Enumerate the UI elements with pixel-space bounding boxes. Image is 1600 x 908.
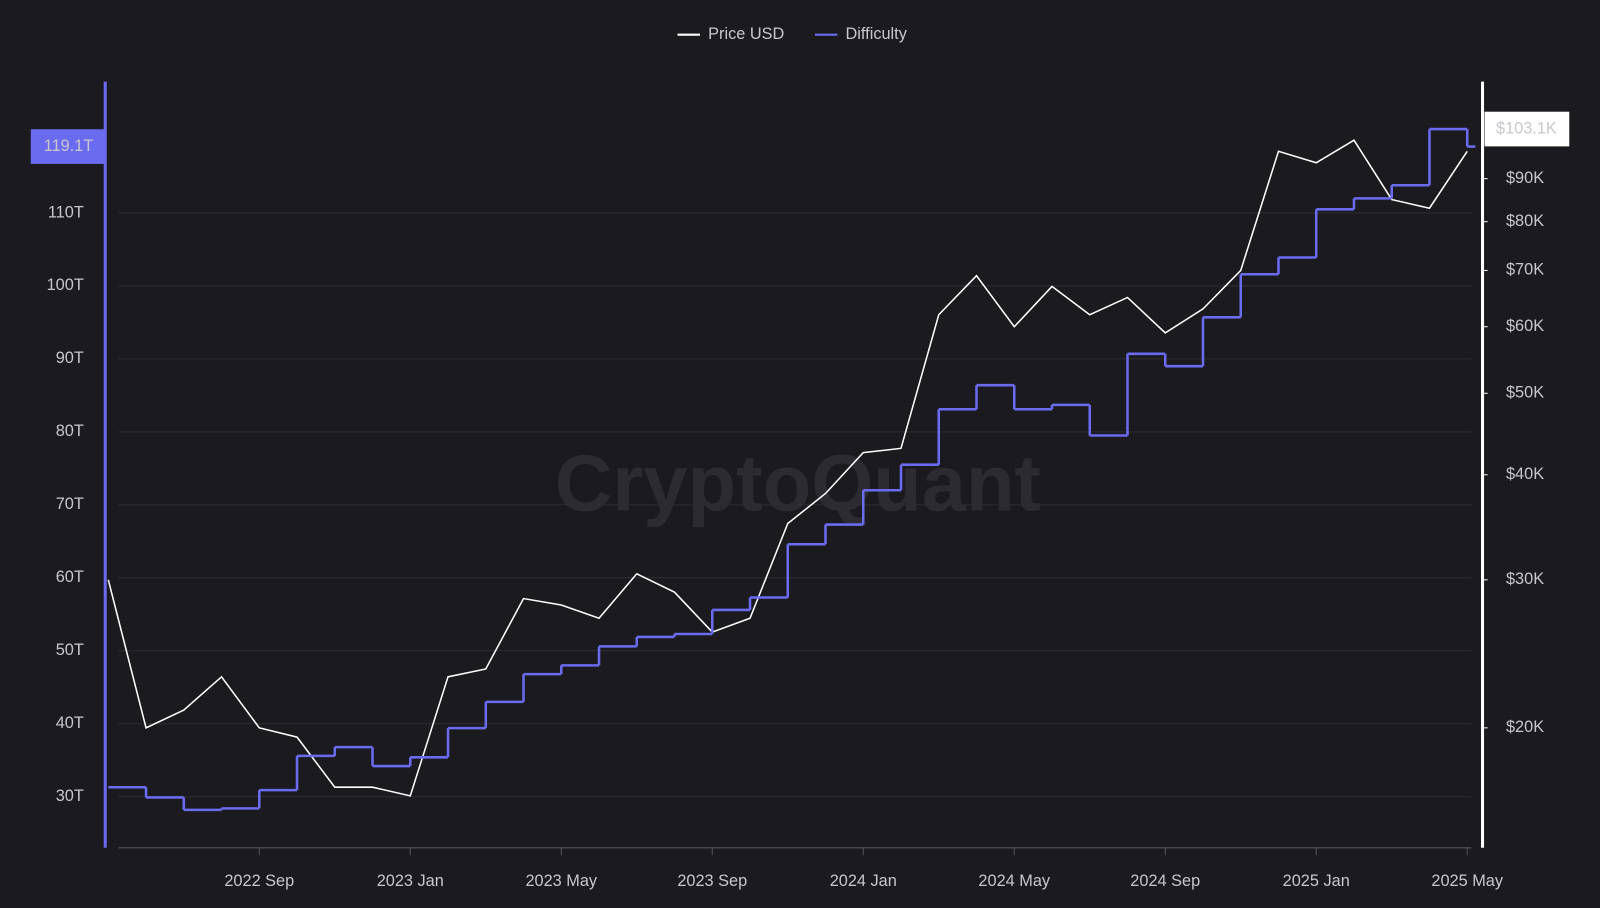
y-tick-label: 70T xyxy=(56,495,84,513)
y2-tick-label: $70K xyxy=(1506,261,1544,279)
y-tick-label: 90T xyxy=(56,349,84,367)
y-tick-label: 40T xyxy=(56,714,84,732)
x-tick-label: 2024 Jan xyxy=(830,872,897,890)
y-tick-label: 80T xyxy=(56,422,84,440)
x-tick-label: 2023 Jan xyxy=(377,872,444,890)
y2-tick-label: $40K xyxy=(1506,465,1544,483)
current-y2-badge xyxy=(1484,111,1570,147)
y-tick-label: 50T xyxy=(56,641,84,659)
y2-tick-label: $80K xyxy=(1506,212,1544,230)
x-tick-label: 2025 Jan xyxy=(1283,872,1350,890)
current-y-badge xyxy=(30,129,106,164)
y-tick-label: 100T xyxy=(47,276,84,294)
y2-tick-label: $90K xyxy=(1506,169,1544,187)
x-tick-label: 2024 Sep xyxy=(1130,872,1200,890)
y2-tick-label: $50K xyxy=(1506,384,1544,402)
y2-tick-label: $60K xyxy=(1506,317,1544,335)
y2-tick-label: $30K xyxy=(1506,570,1544,588)
x-tick-label: 2025 May xyxy=(1431,872,1503,890)
x-tick-label: 2024 May xyxy=(978,872,1050,890)
y-tick-label: 110T xyxy=(48,203,84,221)
watermark: CryptoQuant xyxy=(555,439,1041,528)
legend-label[interactable]: Price USD xyxy=(708,25,784,43)
x-tick-label: 2023 Sep xyxy=(677,872,747,890)
current-y-label: 119.1T xyxy=(44,137,94,155)
y-tick-label: 60T xyxy=(56,568,84,586)
x-tick-label: 2022 Sep xyxy=(224,872,294,890)
current-y2-label: $103.1K xyxy=(1496,119,1557,137)
price-line xyxy=(107,139,1468,797)
y2-tick-label: $20K xyxy=(1506,718,1544,736)
y-tick-label: 30T xyxy=(56,787,84,805)
legend-label[interactable]: Difficulty xyxy=(846,25,908,43)
x-tick-label: 2023 May xyxy=(525,872,597,890)
